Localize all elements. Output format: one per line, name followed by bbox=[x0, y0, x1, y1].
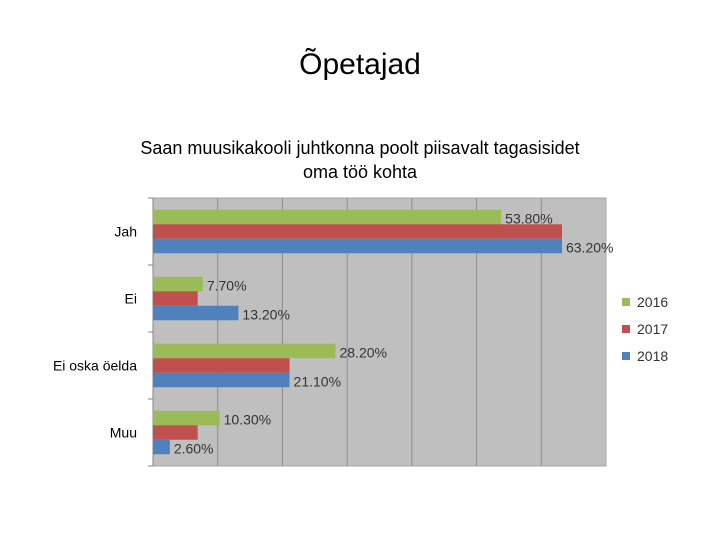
bar-2016 bbox=[153, 276, 203, 292]
bar-2018 bbox=[153, 305, 239, 321]
category-label: Ei oska öelda bbox=[53, 358, 137, 374]
legend-swatch-2017 bbox=[622, 325, 630, 333]
category-label: Jah bbox=[114, 224, 137, 240]
data-label: 7.70% bbox=[207, 277, 247, 293]
bar-2018 bbox=[153, 439, 170, 455]
bar-2018 bbox=[153, 238, 562, 254]
category-label: Ei bbox=[125, 291, 137, 307]
bar-2016 bbox=[153, 343, 336, 359]
bar-2017 bbox=[153, 291, 198, 306]
chart-title-line-2: oma töö kohta bbox=[302, 162, 418, 182]
slide-title: Õpetajad bbox=[299, 48, 421, 81]
legend-label: 2018 bbox=[637, 348, 668, 364]
data-label: 10.30% bbox=[224, 411, 271, 427]
category-labels: Jah Ei Ei oska öelda Muu bbox=[53, 224, 137, 441]
data-label: 28.20% bbox=[339, 344, 386, 360]
bar-2016 bbox=[153, 209, 502, 225]
bar-2017 bbox=[153, 358, 290, 373]
bar-2017 bbox=[153, 425, 198, 440]
legend-label: 2016 bbox=[637, 294, 668, 310]
bar-2018 bbox=[153, 372, 290, 388]
chart-title-line-1: Saan muusikakooli juhtkonna poolt piisav… bbox=[140, 138, 580, 158]
legend-label: 2017 bbox=[637, 321, 668, 337]
data-label: 53.80% bbox=[505, 210, 552, 226]
bars bbox=[153, 209, 562, 455]
legend-swatch-2018 bbox=[622, 352, 630, 360]
data-label: 21.10% bbox=[294, 373, 341, 389]
bar-2016 bbox=[153, 410, 220, 426]
data-label: 2.60% bbox=[174, 440, 214, 456]
data-label: 63.20% bbox=[566, 239, 613, 255]
legend-swatch-2016 bbox=[622, 298, 630, 306]
data-label: 13.20% bbox=[242, 306, 289, 322]
category-axis bbox=[148, 197, 154, 467]
data-labels: 53.80% 63.20% 7.70% 13.20% 28.20% 21.10% 10.30… bbox=[174, 210, 614, 456]
chart-title: Saan muusikakooli juhtkonna poolt piisav… bbox=[60, 136, 660, 184]
bar-2017 bbox=[153, 224, 562, 239]
category-label: Muu bbox=[110, 425, 137, 441]
legend: 2016 2017 2018 bbox=[622, 294, 668, 364]
